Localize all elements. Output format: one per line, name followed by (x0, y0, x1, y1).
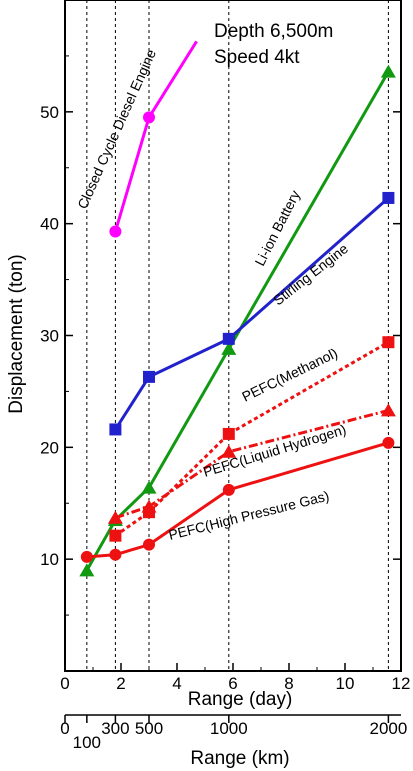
data-point (380, 64, 396, 78)
series-pefc-methanol (109, 336, 395, 542)
data-point (222, 483, 235, 496)
data-point (107, 510, 123, 524)
series-line (114, 196, 390, 431)
x-axis: 0 2 4 6 8 10 12 (60, 663, 410, 693)
series-line (113, 40, 198, 232)
data-point (382, 336, 395, 349)
x-axis-label: Range (day) (188, 689, 293, 710)
data-point (109, 225, 122, 238)
series-label-li-ion: Li-ion Battery (251, 188, 303, 269)
data-point (382, 436, 395, 449)
km-tick-label: 0 (60, 719, 69, 738)
data-point (382, 191, 395, 204)
y-tick-label: 50 (40, 103, 59, 122)
y-tick-label: 40 (40, 215, 59, 234)
km-axis-label: Range (km) (190, 748, 289, 769)
series-label-pefc-methanol: PEFC(Methanol) (239, 345, 340, 405)
x-tick-label: 12 (392, 674, 411, 693)
data-point (380, 403, 396, 417)
data-point (143, 370, 155, 383)
x-tick-label: 2 (116, 674, 125, 693)
x-tick-label: 6 (228, 674, 237, 693)
data-point (109, 548, 122, 561)
x-tick-label: 4 (172, 674, 181, 693)
series-line (114, 408, 389, 520)
annotation-depth: Depth 6,500m (214, 21, 333, 42)
x-tick-label: 10 (336, 674, 355, 693)
y-tick-label: 30 (40, 327, 59, 346)
data-point (79, 563, 95, 577)
data-point (143, 538, 155, 551)
data-point (141, 499, 157, 513)
series-label-stirling: Stirling Engine (270, 240, 351, 308)
series-closed-cycle-diesel-engine (109, 40, 198, 238)
series-pefc-liquid-hydrogen (107, 403, 396, 524)
y-tick-label: 10 (40, 550, 59, 569)
y-tick-label: 20 (40, 438, 59, 457)
annotation-speed: Speed 4kt (214, 47, 300, 68)
data-point (143, 111, 155, 124)
data-point (221, 341, 237, 355)
data-point (80, 550, 93, 563)
data-point (221, 444, 237, 458)
km-tick-label: 300 (101, 719, 129, 738)
series-group (79, 40, 396, 577)
data-point (109, 529, 122, 542)
km-tick-label: 500 (135, 719, 163, 738)
data-point (109, 423, 122, 436)
series-line (85, 70, 390, 572)
km-tick-label: 100 (73, 733, 101, 752)
km-tick-label: 1000 (210, 719, 248, 738)
data-point (222, 427, 235, 440)
x-tick-label: 8 (284, 674, 293, 693)
series-stirling-engine (109, 191, 395, 436)
data-point (141, 480, 157, 494)
series-pefc-high-pressure-gas (80, 436, 395, 563)
y-axis-label: Displacement (ton) (6, 254, 27, 413)
data-point (222, 332, 235, 345)
series-li-ion-battery (79, 64, 396, 577)
km-tick-label: 2000 (369, 719, 407, 738)
y-axis: 10 20 30 40 50 (40, 55, 401, 616)
x-tick-label: 0 (60, 674, 69, 693)
